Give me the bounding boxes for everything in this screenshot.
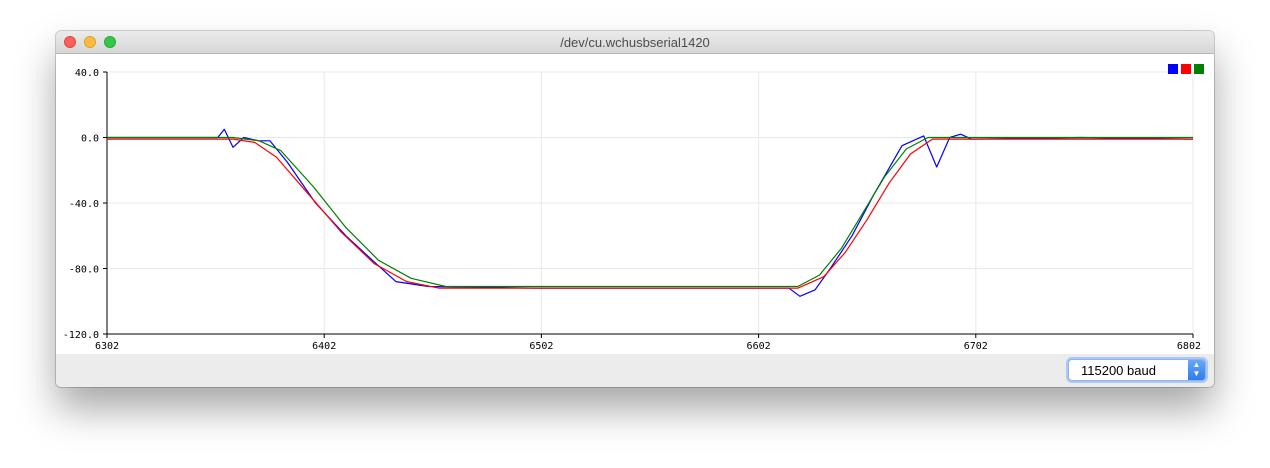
- close-button[interactable]: [64, 36, 76, 48]
- chevron-updown-icon: ▲ ▼: [1188, 360, 1205, 380]
- series-line-2: [107, 138, 1193, 289]
- minimize-button[interactable]: [84, 36, 96, 48]
- baud-rate-select[interactable]: 115200 baud ▲ ▼: [1068, 359, 1206, 381]
- x-tick-label: 6702: [964, 341, 988, 352]
- baud-rate-value: 115200 baud: [1081, 363, 1156, 378]
- title-bar[interactable]: /dev/cu.wchusbserial1420: [56, 31, 1214, 54]
- legend-swatch-3: [1194, 64, 1204, 74]
- x-tick-label: 6602: [747, 341, 771, 352]
- legend-swatch-1: [1168, 64, 1178, 74]
- x-tick-label: 6302: [95, 341, 119, 352]
- window-title: /dev/cu.wchusbserial1420: [560, 35, 710, 50]
- y-tick-label: -40.0: [69, 199, 99, 210]
- plotter-window: /dev/cu.wchusbserial1420 6302 6402 6502 660…: [56, 31, 1214, 387]
- zoom-button[interactable]: [104, 36, 116, 48]
- y-tick-label: -120.0: [63, 330, 99, 341]
- status-bar: 115200 baud ▲ ▼: [56, 354, 1214, 387]
- y-tick-label: -80.0: [69, 265, 99, 276]
- x-tick-label: 6802: [1177, 341, 1201, 352]
- plot-area: 6302 6402 6502 6602 6702 6802 40.0 0.0 -40.0 -80.…: [56, 54, 1214, 354]
- y-tick-label: 40.0: [75, 68, 99, 79]
- x-tick-label: 6402: [312, 341, 336, 352]
- series-line-1: [107, 128, 1194, 297]
- serial-plot-chart: 6302 6402 6502 6602 6702 6802 40.0 0.0 -40.0 -80.…: [63, 64, 1204, 352]
- y-tick-label: 0.0: [81, 134, 99, 145]
- x-tick-label: 6502: [529, 341, 553, 352]
- legend-swatch-2: [1181, 64, 1191, 74]
- series-line-3: [107, 136, 1193, 288]
